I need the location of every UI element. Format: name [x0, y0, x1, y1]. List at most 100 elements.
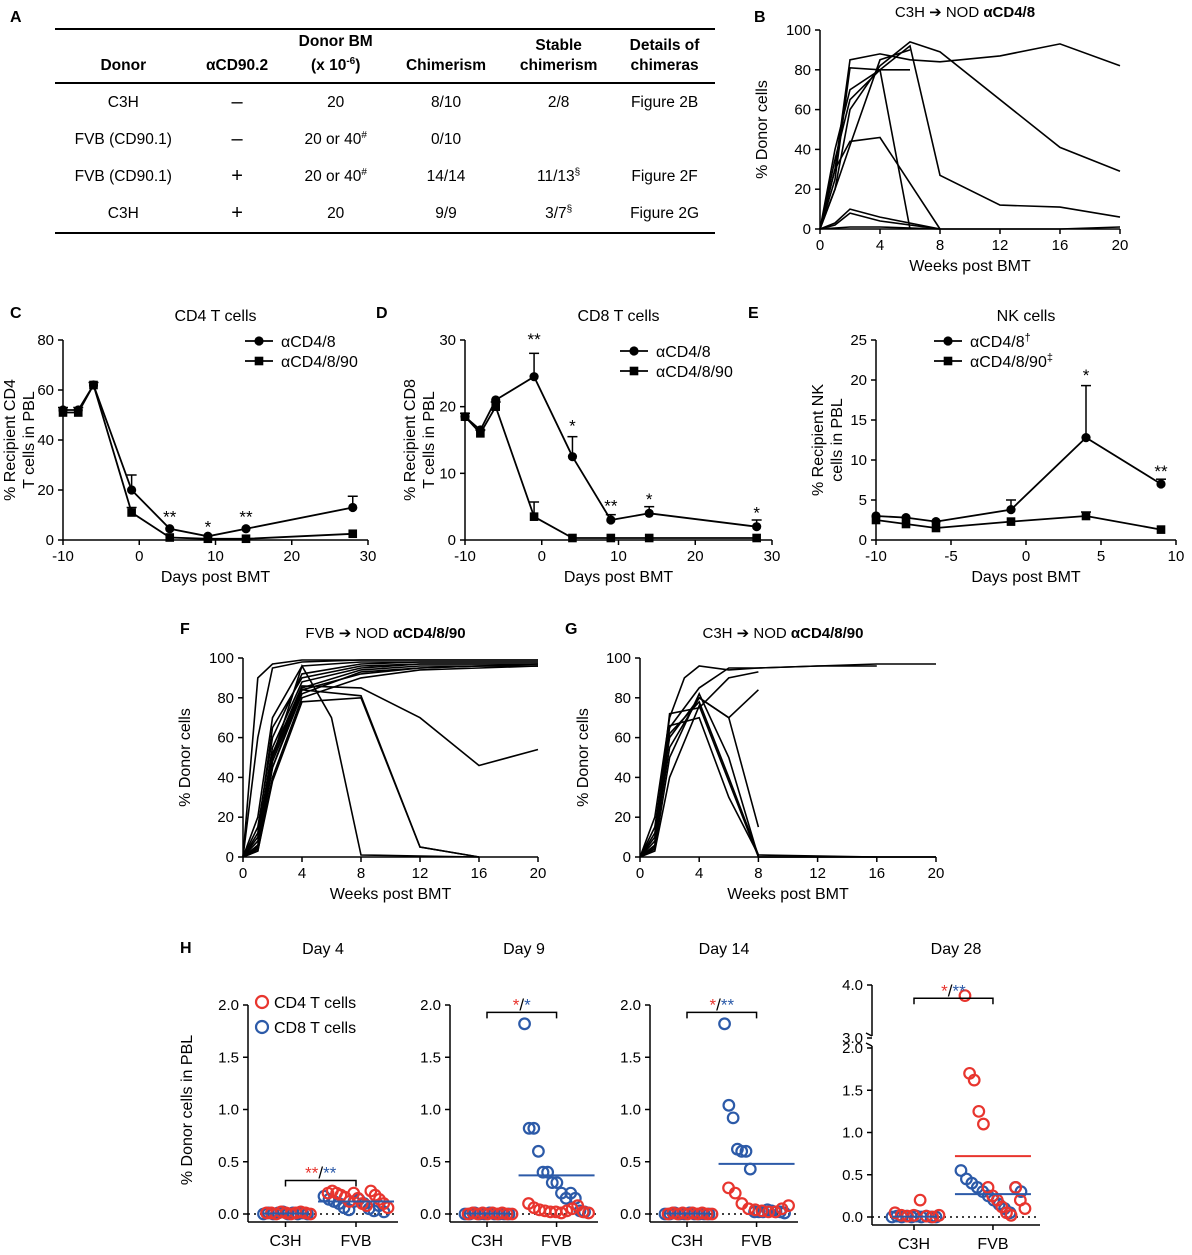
y-tick-label: 60 — [614, 730, 631, 747]
x-tick-label: 4 — [298, 865, 306, 882]
chart-title: Day 4 — [302, 941, 344, 958]
sig-cd8: ** — [323, 1164, 337, 1183]
x-tick-label: 10 — [610, 548, 627, 565]
x-tick-label: 0 — [135, 548, 143, 565]
cell-chimerism: 0/10 — [389, 121, 503, 158]
dot-plot-day-4: 0.0 0.5 1.0 1.5 2.0 C3H FVB Day 4 **/** — [218, 941, 398, 1250]
series-line-2 — [464, 404, 757, 539]
cell-stable: 3/7§ — [503, 195, 614, 233]
y-tick-label: 3.0 — [842, 1030, 863, 1047]
data-point-fvb-cd8 — [739, 1144, 753, 1158]
y-tick-label: 40 — [37, 432, 54, 449]
panel-letter-A: A — [10, 9, 22, 26]
x-tick-label: FVB — [741, 1233, 772, 1250]
title-arrow-icon: ➔ — [925, 4, 946, 21]
x-tick-label: FVB — [541, 1233, 572, 1250]
cell-donor-text: C3H — [107, 93, 139, 111]
data-point-square — [491, 402, 500, 411]
data-point-c3h-cd4 — [888, 1206, 902, 1220]
x-tick-label: -10 — [454, 548, 476, 565]
cell-cd90-text: – — [231, 91, 243, 114]
data-point-circle — [1081, 433, 1091, 443]
x-tick-label: 0 — [239, 865, 247, 882]
y-tick-label: 20 — [217, 809, 234, 826]
x-axis-title: Weeks post BMT — [727, 886, 849, 903]
data-point-circle — [752, 522, 762, 532]
y-tick-label: 100 — [209, 650, 234, 667]
header-cd90: αCD90.2 — [206, 57, 269, 75]
significance-mark: * — [646, 490, 653, 509]
data-point-fvb-cd8 — [545, 1176, 559, 1190]
data-point-fvb-cd4 — [762, 1205, 775, 1219]
data-point-c3h-cd4 — [907, 1208, 921, 1222]
panel-letter-F: F — [180, 621, 190, 638]
y-tick-label: 4.0 — [842, 977, 863, 994]
x-tick-label: 20 — [1112, 237, 1129, 254]
cell-details: Figure 2G — [614, 195, 715, 233]
cell-donor-text: C3H — [107, 204, 139, 222]
chart-title: NK cells — [997, 308, 1056, 325]
data-point-square — [165, 533, 175, 542]
cell-stable-text: 11/13 — [537, 168, 575, 186]
series-line-5 — [639, 696, 760, 858]
y-tick-label: 0.0 — [620, 1206, 641, 1223]
data-point-square — [476, 429, 485, 438]
chart-E: -10 -5 0 5 10 0 5 10 15 20 25 Days post BMT % Recipi… — [810, 308, 1184, 586]
title-regimen: αCD4/8/90 — [791, 625, 864, 642]
panel-letter-B: B — [754, 9, 766, 26]
data-point-square — [1081, 511, 1091, 521]
data-point-square — [241, 534, 251, 544]
series-line-6 — [242, 663, 538, 858]
data-point-fvb-cd4 — [958, 989, 972, 1002]
table-header-row: Donor αCD90.2 Donor BM (x 10-6) Chimerism… — [55, 29, 715, 84]
cell-donor: FVB (CD90.1) — [55, 158, 192, 195]
y-tick-label: 100 — [606, 650, 631, 667]
significance-mark: ** — [604, 497, 618, 516]
data-point-fvb-cd8 — [550, 1176, 564, 1190]
x-tick-label: 16 — [471, 865, 488, 882]
legend-label: CD8 T cells — [274, 1020, 356, 1037]
y-tick-label: 0.5 — [842, 1167, 863, 1184]
chart-title: CD4 T cells — [174, 308, 256, 325]
y-tick-label: 2.0 — [420, 997, 441, 1014]
y-tick-label: 10 — [439, 465, 456, 482]
x-tick-label: 0 — [636, 865, 644, 882]
x-tick-label: 20 — [687, 548, 704, 565]
cell-details: Figure 2F — [614, 158, 715, 195]
chart-H: % Donor cells in PBL 0.0 0.5 1.0 1.5 2.0 C3H FV… — [179, 941, 1040, 1253]
cell-donor: C3H — [55, 83, 192, 121]
cell-bm: 20 — [283, 83, 389, 121]
data-point-circle — [348, 502, 358, 513]
header-details: Details of chimeras — [614, 29, 715, 83]
header-donor-bm: Donor BM (x 10-6) — [283, 29, 389, 83]
data-point-square — [529, 512, 539, 521]
data-point-fvb-cd8 — [518, 1017, 531, 1031]
series-line-3 — [639, 671, 759, 858]
x-tick-label: 12 — [809, 865, 826, 882]
y-tick-label: 100 — [786, 22, 811, 39]
y-tick-label: 0.0 — [420, 1206, 441, 1223]
y-tick-label: 2.0 — [218, 997, 239, 1014]
chart-title: Day 28 — [931, 941, 982, 958]
data-point-fvb-cd8 — [536, 1165, 550, 1179]
x-axis-title: Days post BMT — [971, 569, 1081, 586]
data-point-square — [901, 519, 911, 529]
y-tick-label: 0.5 — [620, 1154, 641, 1171]
data-point-circle — [165, 524, 175, 534]
legend-footnote: † — [1025, 332, 1031, 344]
cell-stable: 11/13§ — [503, 158, 614, 195]
cell-cd90: – — [192, 121, 283, 158]
data-point-fvb-cd4 — [1018, 1202, 1032, 1215]
panel-letter-H: H — [180, 940, 192, 957]
series-line-1 — [639, 663, 936, 858]
cell-chimerism: 14/14 — [389, 158, 503, 195]
series-line-3 — [242, 661, 538, 858]
y-tick-label: 20 — [794, 181, 811, 198]
table-row: C3H +20 9/9 3/7§ Figure 2G — [55, 195, 715, 234]
legend-label: αCD4/8† — [970, 332, 1031, 351]
legend-label: αCD4/8/90 — [656, 364, 733, 381]
cell-stable-text: 2/8 — [547, 93, 570, 111]
y-tick-label: 0 — [226, 849, 234, 866]
chart-B: 0 4 8 12 16 20 0 20 40 60 80 100 Weeks post BMT % Don… — [754, 4, 1128, 275]
